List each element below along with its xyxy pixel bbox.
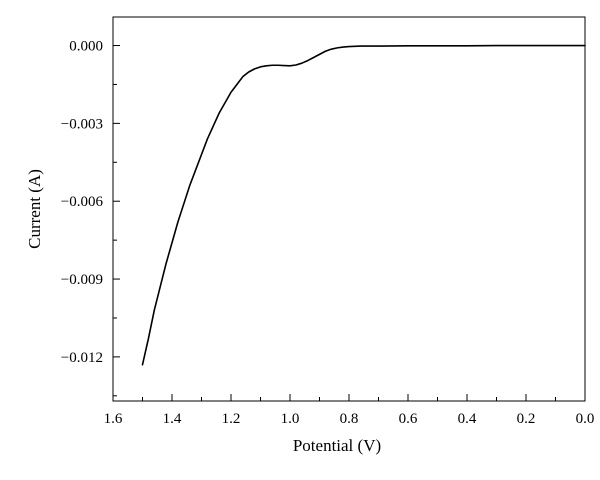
series-line bbox=[141, 44, 586, 366]
x-axis-ticks: 1.6 1.4 1.2 1.0 0.8 0.6 0.4 0.2 0.0 bbox=[104, 394, 595, 427]
y-axis-ticks: 0.000 −0.003 −0.006 −0.009 −0.012 bbox=[61, 39, 120, 397]
y-tick-label: 0.000 bbox=[69, 39, 103, 55]
x-tick-label: 0.4 bbox=[458, 411, 477, 427]
y-tick-label: −0.012 bbox=[61, 350, 103, 366]
x-tick-label: 0.8 bbox=[340, 411, 359, 427]
y-axis-title: Current (A) bbox=[25, 169, 44, 249]
x-tick-label: 1.4 bbox=[163, 411, 182, 427]
plot-frame bbox=[112, 16, 586, 402]
y-tick-label: −0.003 bbox=[61, 116, 103, 132]
x-axis-title: Potential (V) bbox=[293, 436, 381, 455]
y-tick-label: −0.006 bbox=[61, 194, 104, 210]
x-tick-label: 1.0 bbox=[281, 411, 300, 427]
x-tick-label: 0.2 bbox=[517, 411, 536, 427]
y-tick-label: −0.009 bbox=[61, 272, 103, 288]
x-tick-label: 1.6 bbox=[104, 411, 123, 427]
x-tick-label: 0.6 bbox=[399, 411, 418, 427]
x-tick-label: 0.0 bbox=[576, 411, 595, 427]
x-tick-label: 1.2 bbox=[222, 411, 241, 427]
